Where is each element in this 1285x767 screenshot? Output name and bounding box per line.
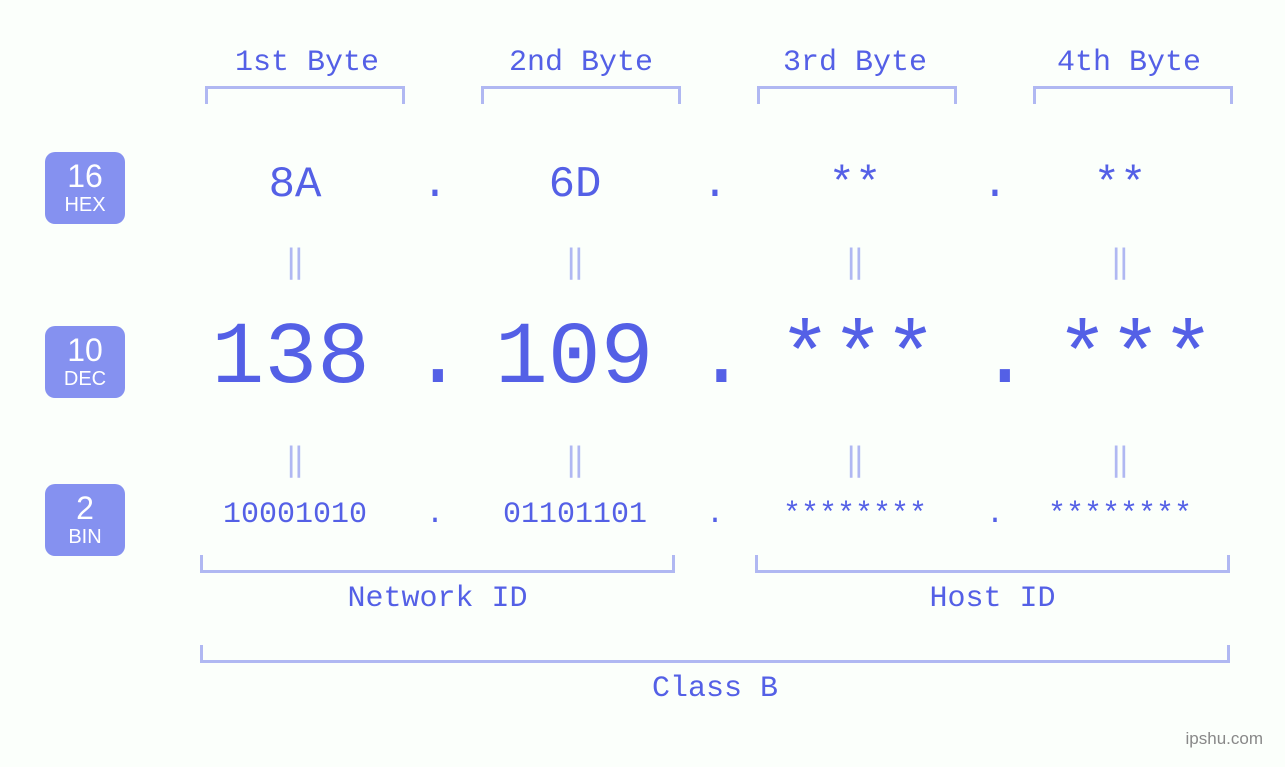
hex-byte-1: 8A xyxy=(170,160,420,210)
badge-dec: 10 DEC xyxy=(45,326,125,398)
watermark: ipshu.com xyxy=(1186,729,1263,749)
bin-byte-2: 01101101 xyxy=(450,498,700,532)
dot: . xyxy=(979,310,1021,409)
host-bracket xyxy=(755,555,1230,573)
equals-icon: ‖ xyxy=(170,440,420,480)
top-bracket-3 xyxy=(757,86,957,104)
badge-hex: 16 HEX xyxy=(45,152,125,224)
bin-byte-4: ******** xyxy=(1010,498,1230,532)
byte-label-3: 3rd Byte xyxy=(753,46,957,80)
dot: . xyxy=(980,498,1010,532)
hex-byte-4: ** xyxy=(1010,160,1230,210)
network-bracket xyxy=(200,555,675,573)
equals-icon: ‖ xyxy=(450,242,700,282)
dot: . xyxy=(700,160,730,210)
dot: . xyxy=(420,160,450,210)
dec-byte-4: *** xyxy=(1021,310,1251,409)
top-bracket-4 xyxy=(1033,86,1233,104)
byte-label-1: 1st Byte xyxy=(205,46,409,80)
dot: . xyxy=(980,160,1010,210)
badge-dec-num: 10 xyxy=(45,334,125,366)
hex-byte-3: ** xyxy=(730,160,980,210)
dec-byte-3: *** xyxy=(737,310,979,409)
hex-byte-2: 6D xyxy=(450,160,700,210)
badge-hex-txt: HEX xyxy=(45,194,125,217)
dot: . xyxy=(412,310,454,409)
badge-hex-num: 16 xyxy=(45,160,125,192)
host-id-label: Host ID xyxy=(755,582,1230,616)
equals-icon: ‖ xyxy=(1010,242,1230,282)
eq-row-2: ‖ ‖ ‖ ‖ xyxy=(170,440,1250,480)
badge-dec-txt: DEC xyxy=(45,368,125,391)
bin-byte-3: ******** xyxy=(730,498,980,532)
equals-icon: ‖ xyxy=(170,242,420,282)
bin-byte-1: 10001010 xyxy=(170,498,420,532)
top-brackets xyxy=(205,86,1245,104)
net-host-brackets xyxy=(170,555,1250,573)
network-id-label: Network ID xyxy=(200,582,675,616)
equals-icon: ‖ xyxy=(730,242,980,282)
dot: . xyxy=(420,498,450,532)
dec-byte-1: 138 xyxy=(170,310,412,409)
byte-headers: 1st Byte 2nd Byte 3rd Byte 4th Byte xyxy=(205,46,1245,80)
row-hex: 8A . 6D . ** . ** xyxy=(170,160,1250,210)
top-bracket-1 xyxy=(205,86,405,104)
badge-bin: 2 BIN xyxy=(45,484,125,556)
eq-row-1: ‖ ‖ ‖ ‖ xyxy=(170,242,1250,282)
class-bracket xyxy=(200,645,1230,663)
badge-bin-num: 2 xyxy=(45,492,125,524)
class-label: Class B xyxy=(200,672,1230,706)
class-bracket-row xyxy=(170,645,1250,663)
dot: . xyxy=(700,498,730,532)
byte-label-4: 4th Byte xyxy=(1027,46,1231,80)
dec-byte-2: 109 xyxy=(454,310,696,409)
dot: . xyxy=(695,310,737,409)
equals-icon: ‖ xyxy=(1010,440,1230,480)
equals-icon: ‖ xyxy=(730,440,980,480)
byte-label-2: 2nd Byte xyxy=(479,46,683,80)
badge-bin-txt: BIN xyxy=(45,526,125,549)
row-dec: 138 . 109 . *** . *** xyxy=(170,310,1250,409)
equals-icon: ‖ xyxy=(450,440,700,480)
row-bin: 10001010 . 01101101 . ******** . *******… xyxy=(170,498,1250,532)
top-bracket-2 xyxy=(481,86,681,104)
